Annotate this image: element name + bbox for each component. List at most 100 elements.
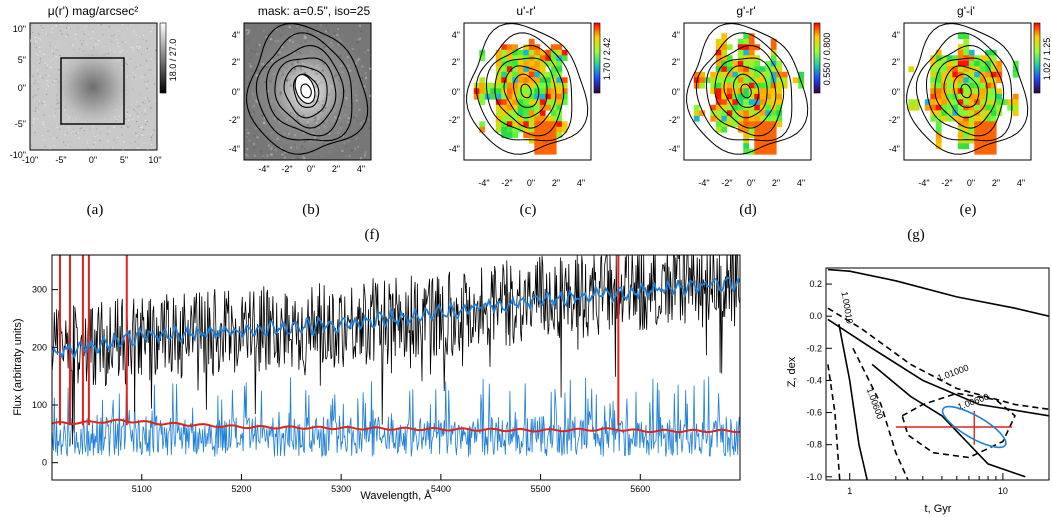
color-pixel: [737, 99, 744, 106]
color-pixel: [517, 126, 524, 133]
color-pixel: [710, 104, 717, 111]
color-pixel: [737, 110, 744, 117]
noise-pixel: [253, 146, 256, 149]
color-pixel: [974, 148, 981, 155]
color-pixel: [693, 71, 700, 78]
isophote-contour: [925, 44, 1005, 137]
panel-d: g'-r'0.550 / 0.800-4" -2" 0" 2" 4"4"2"0"-2"-…: [669, 4, 832, 218]
tick-label: 5200: [231, 484, 251, 494]
color-pixel: [534, 77, 541, 84]
panel-g-frame: [825, 267, 1050, 481]
color-pixel: [765, 110, 772, 117]
color-pixel: [952, 66, 959, 73]
color-pixel: [930, 82, 937, 89]
noise-pixel: [253, 154, 257, 157]
noise-pixel: [129, 122, 132, 124]
noise-pixel: [39, 51, 41, 53]
noise-pixel: [255, 74, 258, 77]
color-pixel: [1012, 71, 1019, 78]
color-pixel: [693, 104, 700, 111]
noise-pixel: [118, 128, 120, 130]
noise-pixel: [140, 143, 142, 145]
noise-pixel: [44, 62, 46, 64]
noise-pixel: [49, 60, 51, 62]
noise-pixel: [315, 121, 318, 125]
color-pixel: [754, 148, 761, 155]
color-pixel: [550, 104, 557, 111]
color-pixel: [908, 66, 915, 73]
tick-label: -0.8: [806, 440, 822, 450]
color-pixel: [506, 82, 513, 89]
noise-pixel: [63, 146, 65, 148]
color-pixel: [501, 99, 508, 106]
noise-pixel: [38, 68, 40, 70]
noise-pixel: [293, 67, 297, 70]
noise-pixel: [61, 33, 63, 35]
noise-pixel: [142, 134, 144, 136]
noise-pixel: [58, 30, 60, 33]
noise-pixel: [59, 54, 61, 57]
color-pixel: [990, 93, 997, 100]
color-map-panels: u'-r'1.70 / 2.42-4" -2" 0" 2" 4"4"2"0"-2"-4"…: [449, 4, 1052, 218]
noise-pixel: [154, 100, 156, 102]
noise-pixel: [268, 88, 271, 91]
noise-pixel: [68, 27, 70, 29]
noise-pixel: [256, 136, 259, 139]
color-pixel: [748, 77, 755, 84]
noise-pixel: [332, 73, 335, 76]
color-pixel: [523, 82, 530, 89]
color-pixel: [545, 115, 552, 122]
noise-pixel: [317, 100, 320, 103]
noise-pixel: [42, 121, 44, 123]
tick-label: 0": [672, 87, 680, 97]
color-pixel: [990, 115, 997, 122]
color-pixel: [737, 121, 744, 128]
noise-pixel: [119, 51, 121, 53]
noise-pixel: [249, 33, 252, 36]
color-pixel: [495, 60, 502, 67]
color-pixel: [974, 137, 981, 144]
isophote-contour: [300, 83, 312, 99]
color-pixel: [556, 66, 563, 73]
color-pixel: [512, 115, 519, 122]
noise-pixel: [133, 32, 135, 34]
color-pixel: [985, 55, 992, 62]
noise-pixel: [364, 89, 367, 92]
color-pixel: [990, 137, 997, 144]
noise-pixel: [358, 58, 361, 61]
noise-pixel: [107, 25, 109, 27]
color-pixel: [957, 66, 964, 73]
noise-pixel: [50, 106, 53, 108]
isophote-contour: [485, 44, 565, 137]
color-pixel: [556, 88, 563, 95]
noise-pixel: [303, 140, 306, 143]
noise-pixel: [72, 44, 74, 46]
noise-pixel: [300, 27, 303, 30]
color-pixel: [550, 132, 557, 139]
color-pixel: [506, 55, 513, 62]
color-pixel: [996, 66, 1003, 73]
color-pixel: [990, 110, 997, 117]
noise-pixel: [137, 136, 140, 138]
color-pixel: [556, 126, 563, 133]
tick-label: 100: [32, 400, 47, 410]
noise-pixel: [293, 69, 296, 72]
noise-pixel: [38, 81, 40, 83]
color-pixel: [528, 115, 535, 122]
noise-pixel: [61, 24, 63, 26]
noise-pixel: [72, 130, 75, 133]
color-pixel: [798, 77, 805, 84]
noise-pixel: [47, 130, 49, 132]
color-pixel: [968, 110, 975, 117]
color-pixel: [534, 99, 541, 106]
color-pixel: [770, 71, 777, 78]
noise-pixel: [66, 33, 68, 35]
noise-pixel: [94, 25, 96, 27]
noise-pixel: [51, 50, 53, 52]
noise-pixel: [315, 95, 318, 98]
noise-pixel: [65, 129, 67, 131]
color-pixel: [990, 132, 997, 139]
noise-pixel: [79, 128, 81, 130]
noise-pixel: [45, 30, 47, 32]
